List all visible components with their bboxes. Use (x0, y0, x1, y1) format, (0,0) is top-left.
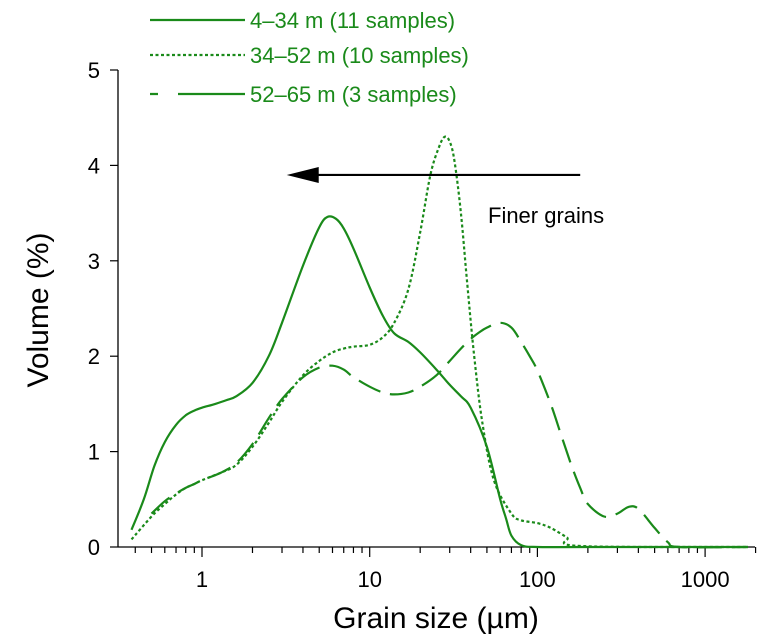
arrow-head-icon (286, 166, 319, 183)
x-axis-title: Grain size (µm) (333, 602, 539, 635)
y-tick-label: 4 (88, 153, 100, 178)
series-line-1 (130, 215, 748, 549)
x-tick-label: 10 (357, 567, 381, 592)
finer-grains-annotation: Finer grains (286, 166, 604, 228)
y-tick-label: 3 (88, 249, 100, 274)
y-tick-label: 0 (88, 535, 100, 560)
x-ticks: 1 10 100 1000 (134, 547, 757, 592)
y-ticks: 0 1 2 3 4 5 (88, 58, 118, 560)
y-tick-label: 1 (88, 440, 100, 465)
y-tick-label: 2 (88, 344, 100, 369)
series-line-2 (130, 135, 748, 549)
legend-label-1: 4–34 m (11 samples) (250, 8, 455, 33)
legend-label-2: 34–52 m (10 samples) (250, 43, 469, 68)
y-tick-label: 5 (88, 58, 100, 83)
x-tick-label: 100 (519, 567, 556, 592)
x-tick-label: 1 (196, 567, 208, 592)
series-line-3 (150, 321, 748, 549)
finer-grains-label: Finer grains (488, 203, 604, 228)
series-group (130, 135, 748, 549)
legend-label-3: 52–65 m (3 samples) (250, 82, 457, 107)
y-axis-title: Volume (%) (22, 232, 55, 387)
x-tick-label: 1000 (681, 567, 730, 592)
legend: 4–34 m (11 samples) 34–52 m (10 samples) 5… (150, 8, 469, 107)
